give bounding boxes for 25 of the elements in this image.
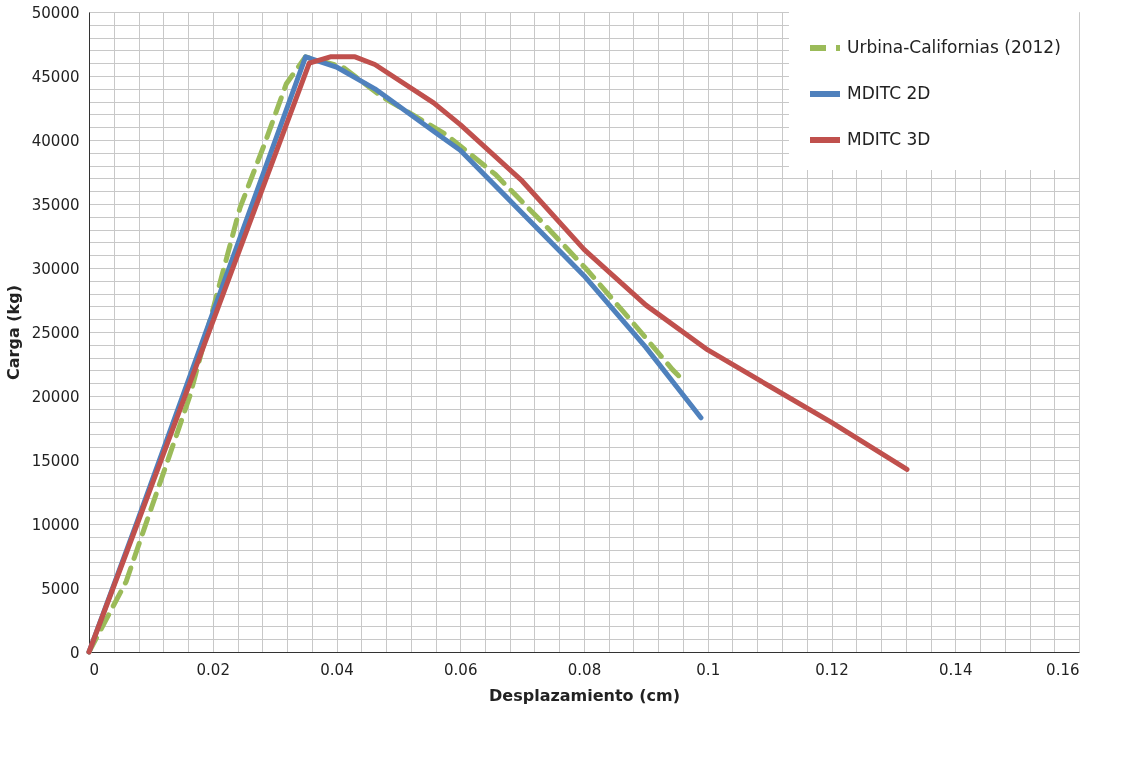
x-tick-label: 0.02 xyxy=(196,660,230,679)
legend-label: Urbina-Californias (2012) xyxy=(847,37,1061,57)
legend-label: MDITC 3D xyxy=(847,129,931,149)
legend-label: MDITC 2D xyxy=(847,83,931,103)
y-tick-label: 5000 xyxy=(41,579,80,598)
x-tick-label: 0.04 xyxy=(320,660,354,679)
x-tick-label: 0.06 xyxy=(444,660,478,679)
x-tick-label: 0.14 xyxy=(939,660,973,679)
x-tick-label: 0 xyxy=(89,660,100,679)
y-tick-label: 35000 xyxy=(31,195,80,214)
y-tick-label: 40000 xyxy=(31,131,80,150)
x-tick-label: 0.1 xyxy=(696,660,721,679)
x-axis-title: Desplazamiento (cm) xyxy=(489,685,680,705)
y-axis-title: Carga (kg) xyxy=(3,285,23,380)
y-tick-label: 0 xyxy=(69,643,80,662)
y-tick-label: 25000 xyxy=(31,323,80,342)
y-tick-label: 20000 xyxy=(31,387,80,406)
x-tick-label: 0.08 xyxy=(567,660,602,679)
y-tick-label: 45000 xyxy=(31,67,80,86)
x-tick-label: 0.12 xyxy=(815,660,849,679)
y-tick-label: 10000 xyxy=(31,515,80,534)
y-tick-label: 15000 xyxy=(31,451,80,470)
y-tick-label: 50000 xyxy=(31,3,80,22)
y-tick-label: 30000 xyxy=(31,259,80,278)
x-tick-label: 0.16 xyxy=(1046,660,1080,679)
